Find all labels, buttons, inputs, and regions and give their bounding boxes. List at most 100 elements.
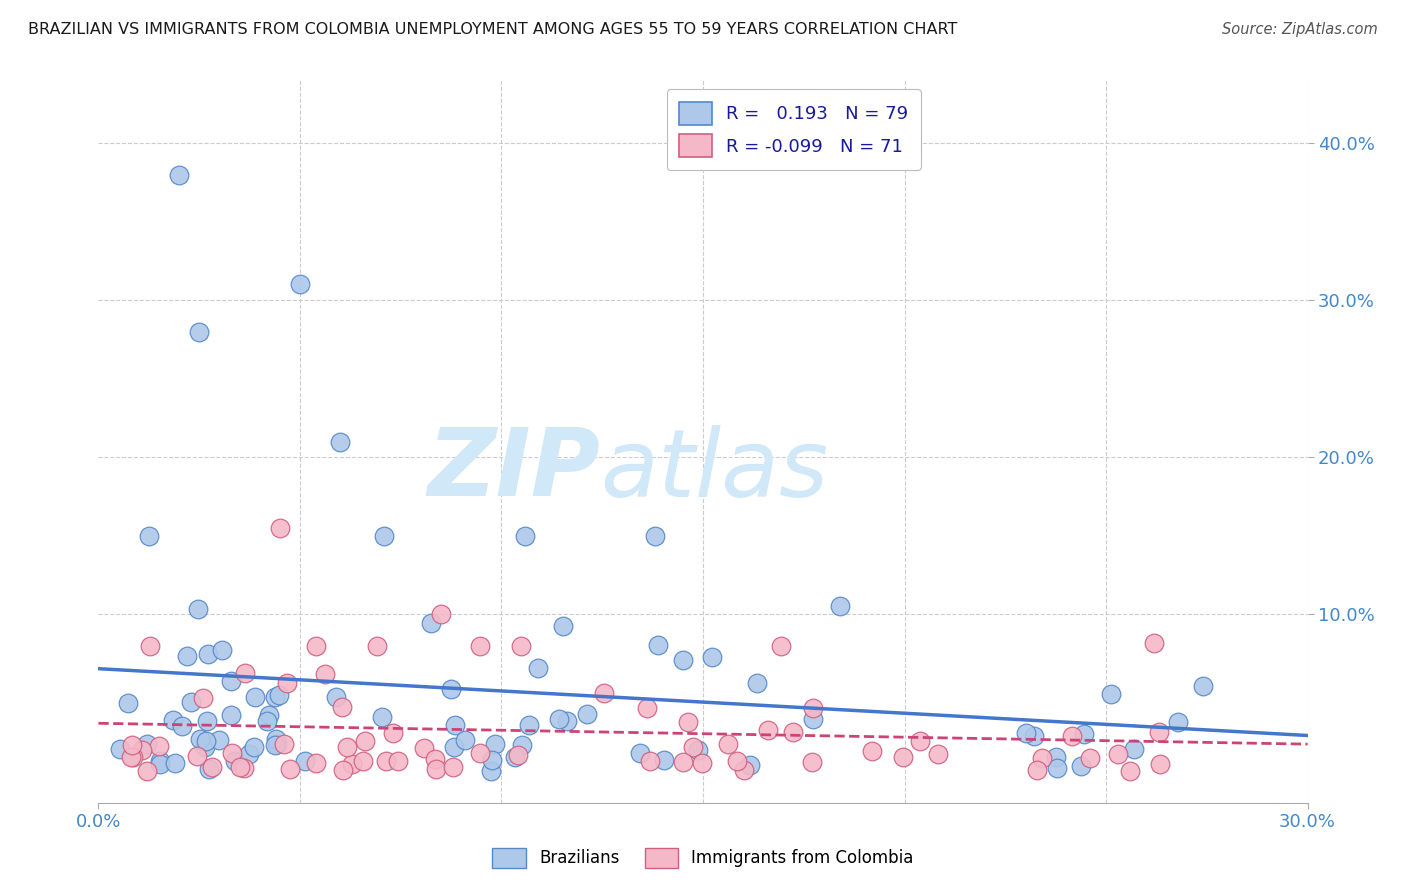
Point (508, 747, 530, 762)
Point (682, 740, 704, 755)
Point (243, 690, 266, 705)
Point (444, 718, 467, 732)
Point (224, 754, 246, 768)
Point (527, 661, 550, 675)
Point (1119, 764, 1142, 779)
Point (647, 638, 669, 652)
Point (162, 713, 184, 727)
Point (927, 747, 949, 761)
Point (381, 725, 404, 739)
Legend: Brazilians, Immigrants from Colombia: Brazilians, Immigrants from Colombia (486, 841, 920, 875)
Point (229, 760, 252, 774)
Point (198, 762, 221, 776)
Point (256, 714, 278, 728)
Point (276, 676, 298, 690)
Point (366, 639, 388, 653)
Point (188, 732, 211, 747)
Point (628, 746, 651, 760)
Point (593, 685, 616, 699)
Point (269, 521, 291, 535)
Point (288, 277, 311, 292)
Point (1073, 727, 1095, 741)
Text: ZIP: ZIP (427, 425, 600, 516)
Point (430, 607, 453, 622)
Point (238, 747, 260, 761)
Point (1031, 751, 1053, 765)
Point (219, 707, 242, 722)
Point (165, 756, 187, 770)
Point (353, 734, 375, 748)
Legend: R =   0.193   N = 79, R = -0.099   N = 71: R = 0.193 N = 79, R = -0.099 N = 71 (666, 89, 921, 170)
Point (259, 707, 281, 722)
Point (425, 762, 447, 776)
Point (468, 639, 491, 653)
Point (515, 529, 537, 543)
Point (479, 764, 502, 779)
Point (638, 754, 661, 768)
Point (910, 734, 932, 748)
Point (468, 746, 491, 760)
Point (420, 616, 443, 631)
Point (1191, 679, 1213, 693)
Point (1149, 757, 1171, 772)
Point (233, 761, 256, 775)
Point (340, 756, 363, 771)
Point (149, 757, 172, 772)
Point (336, 739, 359, 754)
Point (263, 690, 285, 704)
Point (138, 529, 160, 543)
Point (686, 742, 709, 756)
Point (221, 746, 243, 760)
Point (191, 691, 214, 706)
Point (329, 434, 352, 449)
Point (264, 732, 287, 747)
Point (186, 749, 208, 764)
Point (782, 724, 804, 739)
Point (188, 325, 211, 339)
Point (745, 676, 768, 690)
Point (453, 732, 475, 747)
Point (803, 701, 825, 715)
Point (352, 754, 374, 768)
Point (332, 699, 354, 714)
Point (725, 754, 748, 768)
Point (509, 639, 531, 653)
Point (264, 738, 287, 752)
Point (652, 753, 675, 767)
Point (555, 714, 578, 728)
Point (148, 739, 170, 753)
Point (278, 763, 301, 777)
Point (267, 688, 290, 702)
Point (1078, 751, 1101, 765)
Point (273, 737, 295, 751)
Point (481, 753, 503, 767)
Text: Source: ZipAtlas.com: Source: ZipAtlas.com (1222, 22, 1378, 37)
Point (122, 749, 145, 764)
Point (325, 690, 347, 705)
Point (314, 666, 336, 681)
Point (131, 743, 153, 757)
Point (135, 764, 157, 779)
Point (517, 718, 540, 732)
Point (891, 750, 914, 764)
Point (505, 749, 527, 764)
Point (801, 712, 824, 726)
Point (1107, 747, 1129, 761)
Point (373, 529, 395, 543)
Point (1167, 714, 1189, 729)
Point (180, 695, 202, 709)
Point (208, 733, 231, 747)
Point (139, 639, 162, 653)
Point (194, 740, 217, 755)
Point (1045, 750, 1067, 764)
Point (266, 737, 288, 751)
Point (1022, 729, 1045, 743)
Text: atlas: atlas (600, 425, 828, 516)
Point (576, 706, 599, 721)
Point (167, 168, 190, 182)
Point (294, 754, 316, 768)
Point (219, 674, 242, 689)
Point (304, 639, 326, 653)
Point (676, 714, 699, 729)
Point (1060, 729, 1083, 743)
